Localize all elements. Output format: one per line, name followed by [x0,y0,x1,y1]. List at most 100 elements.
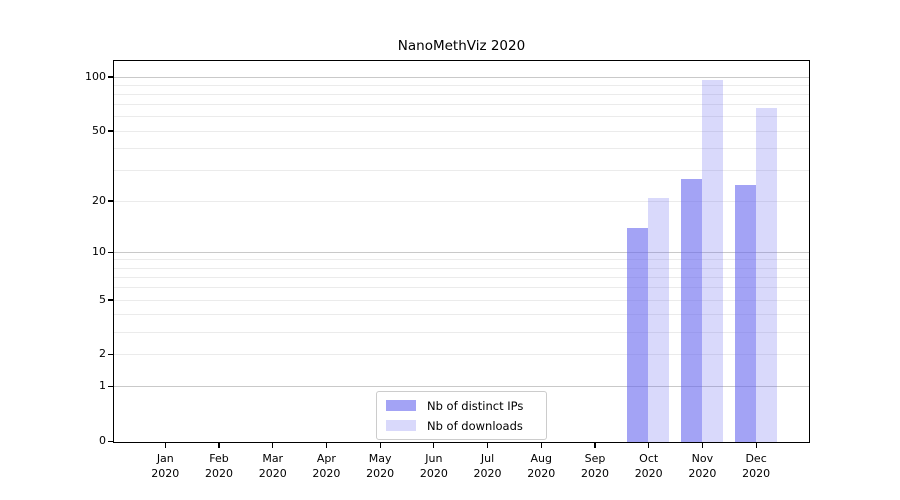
y-tick-mark [108,251,113,253]
x-tick-year: 2020 [205,467,233,480]
x-tick-mark [218,443,220,448]
gridline-minor [114,130,809,132]
x-tick-mark [433,443,435,448]
y-tick-label: 0 [99,434,106,447]
y-tick-mark [108,299,113,301]
gridline-minor [114,287,809,289]
x-tick-month: Aug [530,452,552,465]
gridline-minor [114,331,809,333]
x-tick-mark [164,443,166,448]
x-tick-month: Sep [584,452,606,465]
legend: Nb of distinct IPs Nb of downloads [376,391,547,440]
chart-title: NanoMethViz 2020 [397,38,526,54]
x-tick-label: Oct 2020 [619,451,679,481]
x-tick-label: Aug 2020 [511,451,571,481]
gridline-minor [114,267,809,269]
x-tick-mark [755,443,757,448]
x-tick-mark [594,443,596,448]
x-tick-mark [486,443,489,448]
x-tick-year: 2020 [151,467,180,480]
gridline-minor [114,84,809,86]
x-tick-mark [379,443,381,448]
y-tick-label: 50 [92,123,106,137]
gridline-minor [114,116,809,118]
y-tick-mark [108,200,113,202]
legend-item-downloads: Nb of downloads [386,418,537,433]
gridline-minor [114,313,809,315]
bar-distinct-ips [680,178,702,442]
gridline-minor [114,169,809,171]
gridline-major [114,386,809,388]
x-tick-year: 2020 [527,467,556,480]
bar-downloads [648,197,670,442]
x-tick-month: Apr [316,452,336,465]
y-tick-mark [108,386,113,388]
x-tick-label: Sep 2020 [565,451,625,481]
x-tick-mark [272,443,274,448]
y-tick-label: 2 [99,347,106,361]
gridline-minor [114,299,809,301]
x-tick-month: Dec [745,452,767,465]
x-tick-label: Mar 2020 [243,451,303,481]
x-tick-label: Jan 2020 [135,451,195,481]
x-tick-label: Feb 2020 [189,451,249,481]
x-tick-label: Dec 2020 [726,451,786,481]
x-tick-label: Nov 2020 [672,451,732,481]
x-tick-mark [701,443,703,448]
x-tick-label: May 2020 [350,451,410,481]
x-tick-label: Apr 2020 [296,451,356,481]
y-tick-label: 10 [92,244,106,258]
y-tick-label: 5 [99,292,106,306]
x-tick-label: Jul 2020 [458,451,518,481]
x-tick-year: 2020 [366,467,395,480]
gridline-minor [114,259,809,261]
x-tick-mark [648,443,650,448]
gridline-minor [114,94,809,95]
plot-area: Nb of distinct IPs Nb of downloads [113,60,810,443]
x-tick-mark [540,443,542,448]
x-tick-label: Jun 2020 [404,451,464,481]
bar-distinct-ips [627,228,649,442]
x-tick-month: Feb [209,452,229,465]
y-tick-mark [108,76,113,78]
y-tick-label: 1 [99,379,106,393]
y-tick-mark [108,440,113,443]
x-tick-year: 2020 [419,467,448,480]
gridline-minor [114,354,809,356]
bar-downloads [701,79,723,442]
y-tick-mark [108,354,113,356]
x-tick-year: 2020 [688,467,717,480]
x-tick-month: Oct [639,452,659,465]
y-tick-label: 100 [85,69,106,83]
legend-item-distinct-ips: Nb of distinct IPs [386,398,537,413]
x-tick-month: Jul [480,452,495,465]
legend-label-distinct-ips: Nb of distinct IPs [427,398,524,413]
x-tick-year: 2020 [312,467,341,480]
x-tick-year: 2020 [742,467,771,480]
x-tick-mark [325,443,328,448]
gridline-minor [114,104,809,106]
x-tick-year: 2020 [580,467,609,480]
gridline-major [114,76,809,78]
x-tick-month: May [368,452,392,465]
y-tick-label: 20 [92,193,106,207]
gridline-minor [114,147,809,149]
legend-swatch-distinct-ips [386,400,416,411]
bar-downloads [755,107,777,442]
x-tick-year: 2020 [258,467,287,480]
x-tick-year: 2020 [634,467,663,480]
x-tick-month: Nov [691,452,714,465]
plot-canvas [114,61,809,442]
x-tick-year: 2020 [473,467,502,480]
x-tick-month: Jan [156,452,174,465]
gridline-minor [114,276,809,278]
bar-distinct-ips [734,184,756,442]
legend-swatch-downloads [386,420,416,431]
x-tick-month: Jun [425,452,443,465]
gridline-major [114,251,809,253]
y-tick-mark [108,130,113,132]
x-tick-month: Mar [262,452,284,465]
legend-label-downloads: Nb of downloads [427,418,523,433]
gridline-minor [114,200,809,202]
